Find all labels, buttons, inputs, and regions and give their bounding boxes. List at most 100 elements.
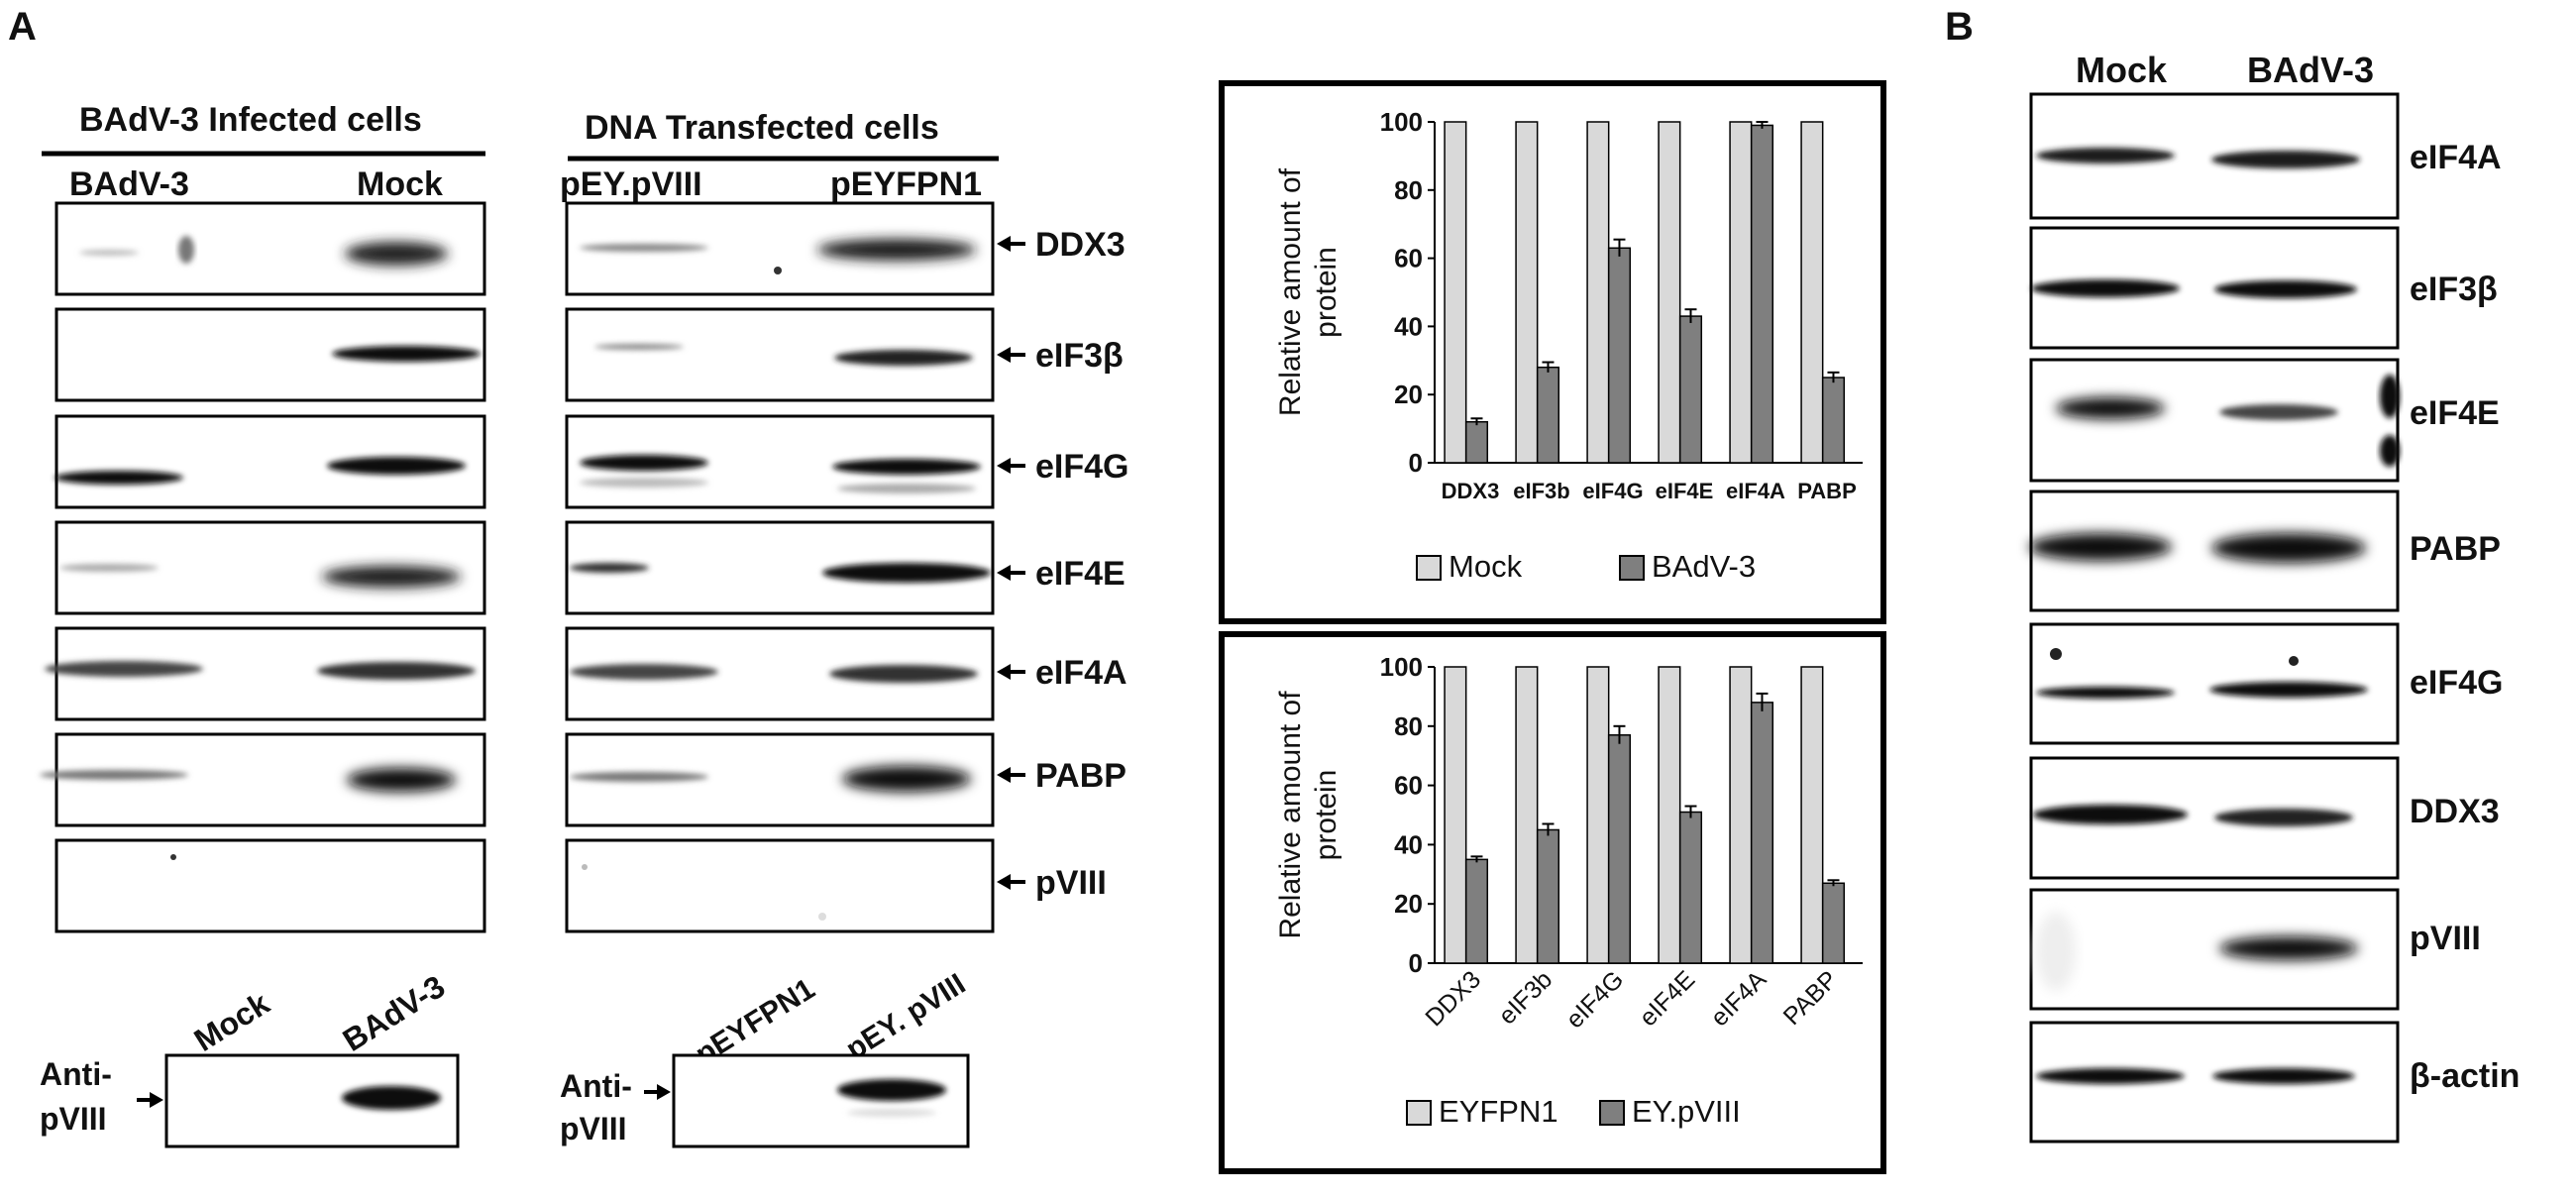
transfected-header: DNA Transfected cells <box>585 109 939 147</box>
transfected-lane-right: pEYFPN1 <box>830 165 982 203</box>
blot-transfected-pviii <box>565 838 995 933</box>
bar <box>1821 882 1846 964</box>
x-tick-label: eIF4A <box>1705 965 1771 1032</box>
panel-b-label-eif4e: eIF4E <box>2410 394 2500 432</box>
y-tick-label: 40 <box>1394 829 1423 859</box>
transfected-bottom-label-line1: Anti- <box>560 1068 632 1104</box>
panel-b-label-eif4a: eIF4A <box>2410 139 2502 176</box>
x-tick-label: eIF4A <box>1726 479 1785 503</box>
infected-bottom-label-line1: Anti- <box>40 1056 112 1092</box>
y-tick-label: 100 <box>1380 107 1423 137</box>
blot-transfected-anti-pviii <box>672 1053 970 1148</box>
bar <box>1800 666 1824 964</box>
y-tick-label: 60 <box>1394 244 1423 273</box>
blot-b-eif4e <box>2029 358 2400 483</box>
infected-lane-right: Mock <box>357 165 443 203</box>
arrow-icon <box>137 1092 163 1108</box>
bar <box>1515 666 1539 964</box>
blot-b-eif4g <box>2029 622 2400 745</box>
bar <box>1729 121 1753 464</box>
infected-lane-left: BAdV-3 <box>69 165 189 203</box>
infected-bottom-label-line2: pVIII <box>40 1101 107 1137</box>
panel-b-lane-left: Mock <box>2076 50 2168 90</box>
panel-b-label-eif3b: eIF3β <box>2410 271 2498 308</box>
y-tick-label: 0 <box>1409 448 1423 478</box>
bar <box>1750 124 1774 464</box>
y-tick-label: 20 <box>1394 889 1423 919</box>
arrow-icon <box>644 1084 671 1100</box>
x-tick-label: eIF4G <box>1582 479 1643 503</box>
bar <box>1536 828 1560 964</box>
bar <box>1678 811 1703 964</box>
legend-label: Mock <box>1449 549 1523 584</box>
y-tick-label: 100 <box>1380 652 1423 682</box>
y-tick-label: 60 <box>1394 771 1423 801</box>
transfected-bottom-lane-right: pEY. pVIII <box>840 967 971 1066</box>
legend-label: BAdV-3 <box>1652 549 1756 584</box>
bar <box>1800 121 1824 464</box>
panel-b-blots <box>2029 92 2400 1144</box>
bar <box>1729 666 1753 964</box>
chart-1: 0 20 40 60 80 100 Relative amount of protein DDX… <box>1274 107 1863 584</box>
panel-label-a: A <box>8 5 37 49</box>
bar <box>1658 121 1681 464</box>
blot-label-pviii: pVIII <box>1035 864 1107 902</box>
x-tick-label: eIF4G <box>1560 965 1629 1034</box>
arrow-icon <box>997 347 1025 363</box>
legend-swatch <box>1619 555 1645 581</box>
arrow-icon <box>997 664 1025 680</box>
legend-swatch <box>1599 1100 1625 1126</box>
transfected-lane-left: pEY.pVIII <box>560 165 702 203</box>
x-tick-label: eIF3b <box>1513 479 1569 503</box>
y-tick-label: 20 <box>1394 380 1423 409</box>
arrow-icon <box>997 767 1025 783</box>
blot-label-eif3b: eIF3β <box>1035 337 1124 375</box>
infected-bottom-lane-left: Mock <box>188 985 276 1058</box>
panel-b-labels: eIF4A eIF3β eIF4E PABP eIF4G DDX3 pVIII … <box>2410 139 2520 1095</box>
transfected-anti-pviii: pEYFPN1 pEY. pVIII Anti- pVIII <box>560 967 971 1148</box>
blot-infected-pviii <box>54 838 486 933</box>
x-tick-label: eIF4E <box>1656 479 1714 503</box>
legend-swatch <box>1406 1100 1432 1126</box>
x-tick-label: PABP <box>1778 965 1844 1031</box>
panel-b-label-pabp: PABP <box>2410 530 2501 568</box>
bar <box>1464 858 1489 964</box>
bar <box>1444 666 1467 964</box>
arrow-icon <box>997 565 1025 581</box>
y-tick-label: 80 <box>1394 175 1423 205</box>
bar <box>1586 666 1610 964</box>
panel-b-lane-right: BAdV-3 <box>2247 50 2374 90</box>
infected-anti-pviii: Mock BAdV-3 Anti- pVIII <box>40 968 460 1148</box>
bar <box>1607 247 1632 464</box>
bar <box>1750 702 1774 964</box>
panel-b-label-beta-actin: β-actin <box>2410 1057 2520 1095</box>
x-tick-label: eIF3b <box>1493 965 1557 1030</box>
arrow-icon <box>997 458 1025 474</box>
legend-swatch <box>1416 555 1442 581</box>
bar <box>1515 121 1539 464</box>
panel-b-label-eif4g: eIF4G <box>2410 664 2503 702</box>
x-tick-label: DDX3 <box>1420 965 1486 1032</box>
chart-1-frame <box>1219 80 1886 624</box>
blot-label-ddx3: DDX3 <box>1035 226 1126 264</box>
bar <box>1607 734 1632 964</box>
panel-b-label-pviii: pVIII <box>2410 920 2481 957</box>
blot-label-eif4e: eIF4E <box>1035 555 1126 593</box>
blot-label-eif4a: eIF4A <box>1035 654 1127 692</box>
transfected-blots <box>565 201 995 933</box>
infected-bottom-lane-right: BAdV-3 <box>337 968 452 1058</box>
legend-label: EYFPN1 <box>1439 1094 1558 1129</box>
blot-label-eif4g: eIF4G <box>1035 448 1128 486</box>
blot-labels-a: DDX3 eIF3β eIF4G eIF4E eIF4A PABP pVIII <box>997 226 1128 902</box>
bar <box>1586 121 1610 464</box>
y-axis-label: Relative amount of <box>1274 691 1307 939</box>
infected-blots <box>40 201 486 933</box>
arrow-icon <box>997 236 1025 252</box>
transfected-bottom-label-line2: pVIII <box>560 1111 627 1146</box>
chart-2: 0 20 40 60 80 100 Relative amount of protein DDX… <box>1274 652 1863 1129</box>
y-axis-label: Relative amount of <box>1274 167 1307 416</box>
y-tick-label: 80 <box>1394 711 1423 741</box>
panel-b-label-ddx3: DDX3 <box>2410 793 2500 830</box>
bar <box>1821 377 1846 464</box>
bar <box>1536 366 1560 464</box>
